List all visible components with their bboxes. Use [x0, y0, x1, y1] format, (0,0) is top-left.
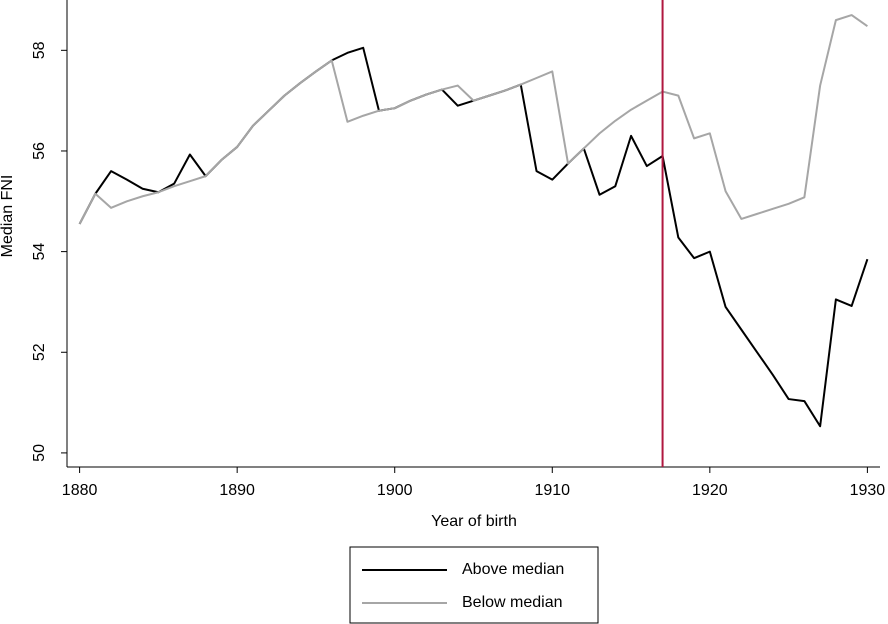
y-tick-label: 56 — [31, 142, 48, 160]
y-axis-label: Median FNI — [0, 175, 16, 258]
x-tick-label: 1910 — [534, 482, 570, 499]
x-axis-label: Year of birth — [431, 513, 517, 530]
x-tick-label: 1920 — [692, 482, 728, 499]
y-tick-label: 50 — [31, 444, 48, 462]
y-tick-label: 52 — [31, 343, 48, 361]
y-tick-label: 58 — [31, 41, 48, 59]
legend-label: Below median — [462, 594, 563, 611]
legend-box — [349, 546, 599, 624]
x-tick-label: 1890 — [219, 482, 255, 499]
x-tick-label: 1900 — [377, 482, 413, 499]
y-tick-label: 54 — [31, 243, 48, 261]
line-series — [78, 14, 868, 225]
line-series — [78, 46, 869, 428]
x-tick-label: 1880 — [62, 482, 98, 499]
legend-label: Above median — [462, 561, 564, 578]
x-tick-label: 1930 — [850, 482, 886, 499]
